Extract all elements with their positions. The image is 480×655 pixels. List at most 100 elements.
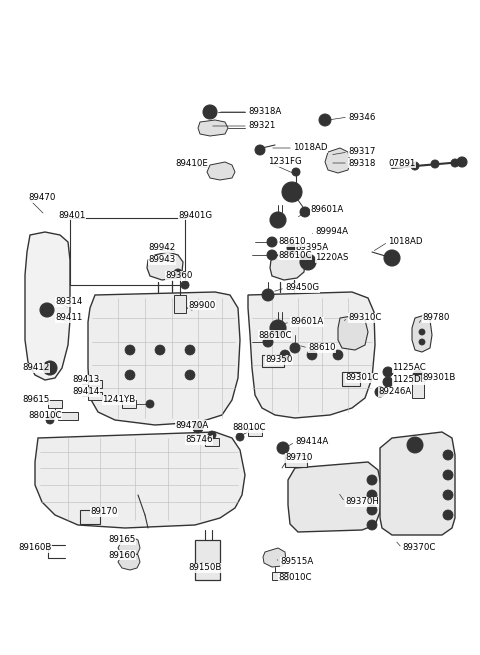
Bar [304, 258, 312, 266]
Circle shape [407, 437, 423, 453]
Text: 89317: 89317 [348, 147, 375, 157]
Polygon shape [288, 462, 382, 532]
Circle shape [300, 207, 310, 217]
Text: 89346: 89346 [348, 113, 375, 121]
Circle shape [411, 162, 419, 170]
Circle shape [203, 105, 217, 119]
Circle shape [193, 423, 203, 433]
Polygon shape [207, 162, 235, 180]
Text: 88610: 88610 [308, 343, 336, 352]
Bar [205, 438, 219, 446]
Circle shape [287, 243, 297, 253]
Circle shape [413, 370, 423, 380]
Bar [88, 380, 102, 388]
Polygon shape [338, 315, 368, 350]
Circle shape [277, 442, 289, 454]
Circle shape [267, 237, 277, 247]
Text: 89370C: 89370C [402, 544, 435, 553]
Text: 89160: 89160 [108, 550, 135, 559]
Circle shape [155, 345, 165, 355]
Circle shape [185, 370, 195, 380]
Circle shape [443, 470, 453, 480]
Text: 1125AC: 1125AC [392, 364, 426, 373]
Circle shape [367, 475, 377, 485]
Circle shape [280, 350, 290, 360]
Circle shape [146, 400, 154, 408]
Text: 89314: 89314 [55, 297, 83, 307]
Circle shape [263, 337, 273, 347]
Polygon shape [147, 252, 183, 280]
Circle shape [443, 510, 453, 520]
Circle shape [375, 387, 385, 397]
Polygon shape [412, 315, 432, 352]
Circle shape [443, 490, 453, 500]
Bar [80, 510, 100, 524]
Text: 88010C: 88010C [28, 411, 61, 419]
Text: 89411: 89411 [55, 314, 83, 322]
Polygon shape [35, 432, 245, 528]
Text: 89395A: 89395A [295, 244, 328, 252]
Text: 1241YB: 1241YB [102, 396, 135, 405]
Text: 88010C: 88010C [232, 424, 265, 432]
Text: 89318: 89318 [348, 159, 375, 168]
Text: 89318A: 89318A [248, 107, 281, 117]
Text: 89414A: 89414A [295, 438, 328, 447]
Polygon shape [118, 537, 140, 557]
Text: 89165: 89165 [108, 536, 135, 544]
Bar [58, 412, 78, 420]
Text: 1125DB: 1125DB [392, 375, 427, 384]
Polygon shape [263, 548, 286, 567]
Text: 89401: 89401 [58, 210, 85, 219]
Text: 89413: 89413 [72, 375, 99, 384]
Circle shape [290, 343, 300, 353]
Text: 1220AS: 1220AS [315, 253, 348, 263]
Circle shape [270, 212, 286, 228]
Bar [195, 540, 220, 580]
Circle shape [419, 329, 425, 335]
Text: 07891: 07891 [388, 159, 415, 168]
Circle shape [125, 345, 135, 355]
Text: 89780: 89780 [422, 314, 449, 322]
Polygon shape [325, 148, 350, 173]
Circle shape [255, 145, 265, 155]
Polygon shape [88, 292, 240, 425]
Polygon shape [118, 552, 140, 570]
Text: 88610: 88610 [278, 238, 305, 246]
Circle shape [451, 159, 459, 167]
Bar [272, 572, 288, 580]
Text: 89515A: 89515A [280, 557, 313, 567]
Text: 89601A: 89601A [290, 318, 323, 326]
Text: 89470A: 89470A [175, 421, 208, 430]
Text: 89160B: 89160B [18, 544, 51, 553]
Text: 1231FG: 1231FG [268, 157, 302, 166]
Text: 89321: 89321 [248, 121, 276, 130]
Circle shape [307, 350, 317, 360]
Polygon shape [25, 232, 70, 380]
Bar [412, 380, 424, 398]
Circle shape [236, 433, 244, 441]
Bar [285, 455, 307, 467]
Text: 89301C: 89301C [345, 373, 378, 383]
Bar [342, 372, 360, 386]
Circle shape [457, 157, 467, 167]
Circle shape [419, 339, 425, 345]
Circle shape [267, 250, 277, 260]
Circle shape [262, 289, 274, 301]
Text: 89994A: 89994A [315, 227, 348, 236]
Circle shape [384, 250, 400, 266]
Text: 89170: 89170 [90, 508, 118, 517]
Circle shape [367, 505, 377, 515]
Circle shape [270, 320, 286, 336]
Text: 89601A: 89601A [310, 206, 343, 214]
Bar [48, 400, 62, 408]
Polygon shape [380, 432, 455, 535]
Polygon shape [198, 120, 228, 136]
Text: 89150B: 89150B [188, 563, 221, 572]
Circle shape [443, 450, 453, 460]
Bar [88, 392, 102, 400]
Text: 89942: 89942 [148, 244, 175, 252]
Circle shape [208, 431, 216, 439]
Text: 89401G: 89401G [178, 210, 212, 219]
Circle shape [319, 114, 331, 126]
Circle shape [40, 303, 54, 317]
